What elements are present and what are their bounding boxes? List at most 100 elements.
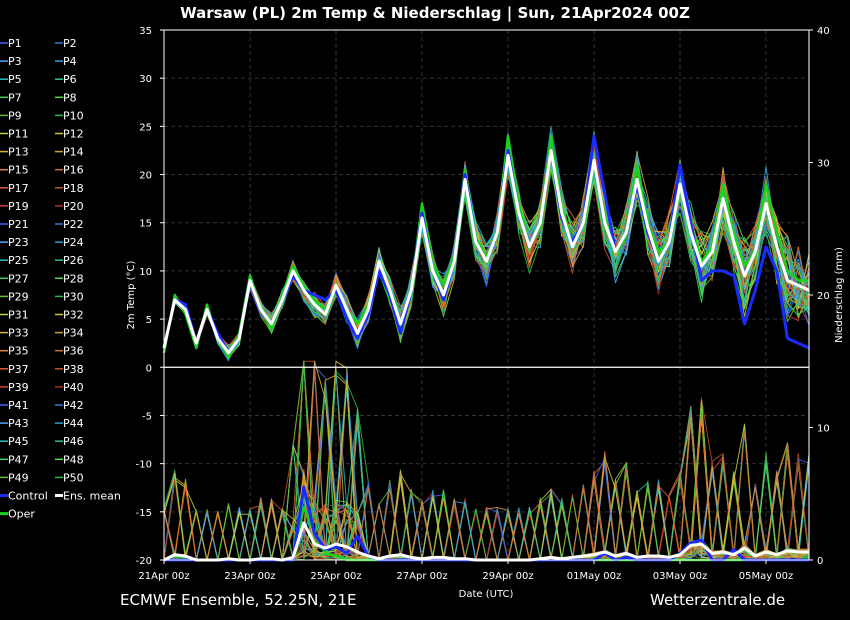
y-tick-label: 30	[139, 74, 152, 85]
legend-label-p26: P26	[63, 254, 84, 267]
legend-label-p6: P6	[63, 73, 77, 86]
y-tick-label: -15	[136, 508, 152, 519]
y2-tick-label: 0	[817, 556, 823, 567]
y-tick-label: 10	[139, 267, 152, 278]
legend-label-p35: P35	[8, 345, 29, 358]
legend-label-p12: P12	[63, 128, 84, 141]
legend-label-p42: P42	[63, 399, 84, 412]
legend: P1 P2 P3 P4 P5 P6 P7 P8 P9 P10 P11 P12 P13 P14 P15 P16 P…	[0, 37, 121, 521]
highlight-lines	[162, 134, 810, 562]
legend-label-p45: P45	[8, 435, 29, 448]
legend-label-p14: P14	[63, 146, 84, 159]
x-axis-label: Date (UTC)	[459, 589, 514, 600]
legend-label-ens-mean: Ens. mean	[63, 490, 121, 503]
legend-label-p22: P22	[63, 218, 84, 231]
y-tick-label: -5	[142, 411, 152, 422]
legend-label-p5: P5	[8, 73, 22, 86]
legend-label-p24: P24	[63, 236, 84, 249]
x-tick-label: 05May 00z	[739, 571, 794, 582]
x-tick-label: 01May 00z	[567, 571, 622, 582]
member-lines	[163, 126, 810, 561]
y-tick-label: -20	[136, 556, 152, 567]
legend-label-p2: P2	[63, 37, 77, 50]
legend-label-p46: P46	[63, 435, 84, 448]
legend-label-p13: P13	[8, 146, 29, 159]
y-tick-label: 20	[139, 171, 152, 182]
legend-label-p39: P39	[8, 381, 29, 394]
legend-label-p29: P29	[8, 290, 29, 303]
x-tick-label: 21Apr 00z	[138, 571, 189, 582]
legend-label-p44: P44	[63, 417, 84, 430]
y2-tick-label: 10	[817, 424, 830, 435]
legend-label-p18: P18	[63, 182, 84, 195]
grid	[163, 29, 809, 561]
legend-label-p19: P19	[8, 200, 29, 213]
chart-title: Warsaw (PL) 2m Temp & Niederschlag | Sun…	[180, 4, 690, 23]
member-line-P42	[163, 149, 810, 357]
x-tick-label: 27Apr 00z	[396, 571, 447, 582]
legend-label-p20: P20	[63, 200, 84, 213]
legend-label-p8: P8	[63, 91, 77, 104]
legend-label-p7: P7	[8, 91, 22, 104]
legend-label-p31: P31	[8, 309, 29, 322]
member-line-P46	[163, 151, 810, 349]
y-tick-label: -10	[136, 460, 152, 471]
member-precip-P45	[163, 414, 810, 561]
member-precip-P49	[163, 420, 810, 561]
member-precip-P39	[163, 406, 810, 561]
legend-label-p21: P21	[8, 218, 29, 231]
legend-label-oper: Oper	[8, 508, 35, 521]
legend-label-p27: P27	[8, 272, 29, 285]
member-precip-P44	[163, 417, 810, 561]
member-precip-P38	[163, 423, 810, 561]
legend-label-p48: P48	[63, 453, 84, 466]
legend-label-p23: P23	[8, 236, 29, 249]
y-tick-label: 35	[139, 26, 152, 37]
member-precip-P20	[163, 415, 810, 561]
legend-label-p28: P28	[63, 272, 84, 285]
member-precip-P14	[163, 423, 810, 561]
legend-label-p17: P17	[8, 182, 29, 195]
legend-label-p32: P32	[63, 309, 84, 322]
member-precip-P10	[163, 398, 810, 561]
y-tick-label: 25	[139, 122, 152, 133]
member-precip-P29	[163, 422, 810, 561]
x-tick-label: 25Apr 00z	[310, 571, 361, 582]
y2-tick-label: 20	[817, 291, 830, 302]
legend-label-p50: P50	[63, 471, 84, 484]
legend-label-p37: P37	[8, 363, 29, 376]
legend-label-p25: P25	[8, 254, 29, 267]
ens-mean-precip-line	[163, 521, 809, 562]
y-axis-label: 2m Temp (°C)	[126, 260, 137, 329]
legend-label-p4: P4	[63, 55, 77, 68]
y2-axis-label: Niederschlag (mm)	[834, 247, 845, 343]
member-precip-P21	[163, 400, 810, 561]
x-tick-label: 29Apr 00z	[482, 571, 533, 582]
member-precip-P26	[163, 406, 810, 561]
member-precip-P31	[163, 360, 810, 561]
plot-frame	[163, 29, 810, 561]
legend-label-p30: P30	[63, 290, 84, 303]
legend-label-p36: P36	[63, 345, 84, 358]
y-tick-label: 5	[146, 315, 152, 326]
legend-label-p11: P11	[8, 128, 29, 141]
member-precip-P30	[163, 405, 810, 561]
legend-label-p40: P40	[63, 381, 84, 394]
x-tick-label: 03May 00z	[653, 571, 708, 582]
legend-label-p15: P15	[8, 164, 29, 177]
y-tick-label: 0	[146, 363, 152, 374]
y-tick-label: 15	[139, 219, 152, 230]
legend-label-p38: P38	[63, 363, 84, 376]
ens-mean-line	[162, 149, 810, 355]
axes: -20 -15 -10 -5 0 5 10 15 20 25 30 35 0 10 20 30 40 21Apr …	[136, 26, 830, 582]
member-line-P48	[163, 162, 810, 356]
y2-tick-label: 30	[817, 159, 830, 170]
legend-label-control: Control	[8, 490, 48, 503]
legend-label-p16: P16	[63, 164, 84, 177]
member-precip-P4	[163, 407, 809, 561]
footer-source: ECMWF Ensemble, 52.25N, 21E	[120, 591, 356, 609]
legend-label-p47: P47	[8, 453, 29, 466]
legend-label-p43: P43	[8, 417, 29, 430]
legend-label-p3: P3	[8, 55, 22, 68]
